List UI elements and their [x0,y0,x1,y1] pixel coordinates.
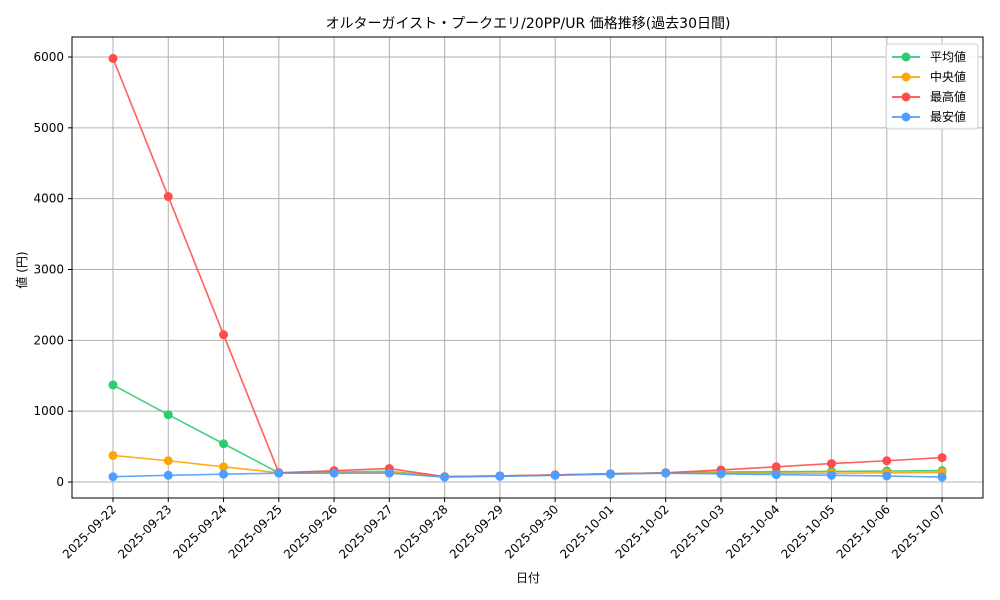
data-point [108,53,118,63]
series-line [112,472,943,478]
legend-label: 最安値 [930,109,966,124]
data-point [827,459,837,469]
data-point [329,468,339,478]
data-point [108,450,118,460]
legend-marker [901,92,911,102]
series-line [112,384,943,478]
y-tick-label: 1000 [33,404,64,418]
x-tick-label: 2025-09-28 [392,502,451,561]
y-tick-label: 0 [56,475,64,489]
data-point [605,469,615,479]
x-tick-label: 2025-09-26 [281,502,340,561]
data-point [219,439,229,449]
data-point [163,410,173,420]
plot-area-frame [71,36,984,499]
data-point [882,471,892,481]
legend-marker [901,72,911,82]
legend-label: 最高値 [930,89,966,104]
data-point [163,456,173,466]
data-point [163,470,173,480]
series-3 [108,468,947,482]
data-point [827,470,837,480]
series-line [112,58,943,478]
legend-label: 中央値 [930,69,966,84]
x-axis-label: 日付 [516,571,540,585]
y-tick-label: 5000 [33,121,64,135]
data-point [771,462,781,472]
data-point [661,468,671,478]
data-point [495,471,505,481]
data-point [219,469,229,479]
data-point [882,456,892,466]
x-tick-label: 2025-09-22 [60,502,119,561]
data-point [937,472,947,482]
legend-marker [901,112,911,122]
y-tick-label: 6000 [33,50,64,64]
data-point [274,468,284,478]
x-tick-label: 2025-10-04 [723,502,782,561]
data-point [163,192,173,202]
x-tick-label: 2025-09-25 [226,502,285,561]
x-tick-label: 2025-10-07 [889,502,948,561]
data-point [219,330,229,340]
y-axis-label: 値 (円) [14,251,29,288]
legend-box [885,43,979,130]
series-1 [108,450,947,482]
data-point [716,469,726,479]
legend-label: 平均値 [930,49,966,64]
series-0 [108,380,947,482]
x-tick-label: 2025-09-29 [447,502,506,561]
data-point [108,380,118,390]
data-point [219,462,229,472]
data-point [550,470,560,480]
data-point [384,468,394,478]
x-tick-label: 2025-10-06 [834,502,893,561]
data-point [440,472,450,482]
x-tick-label: 2025-09-24 [170,502,229,561]
x-tick-label: 2025-10-02 [613,502,672,561]
data-series [108,53,947,482]
series-2 [108,53,947,482]
x-tick-label: 2025-10-03 [668,502,727,561]
data-point [937,453,947,463]
x-axis-ticks: 2025-09-222025-09-232025-09-242025-09-25… [60,498,948,561]
y-tick-label: 2000 [33,333,64,347]
chart-title: オルターガイスト・プークエリ/20PP/UR 価格推移(過去30日間) [326,16,731,32]
y-tick-label: 4000 [33,192,64,206]
data-point [108,472,118,482]
data-point [771,470,781,480]
y-axis-ticks: 0 1000 2000 3000 4000 5000 6000 [33,50,72,489]
y-tick-label: 3000 [33,263,64,277]
grid-lines [72,37,983,498]
x-tick-label: 2025-10-01 [557,502,616,561]
x-tick-label: 2025-09-27 [336,502,395,561]
legend-marker [901,52,911,62]
x-tick-label: 2025-09-30 [502,502,561,561]
x-tick-label: 2025-09-23 [115,502,174,561]
x-tick-label: 2025-10-05 [778,502,837,561]
